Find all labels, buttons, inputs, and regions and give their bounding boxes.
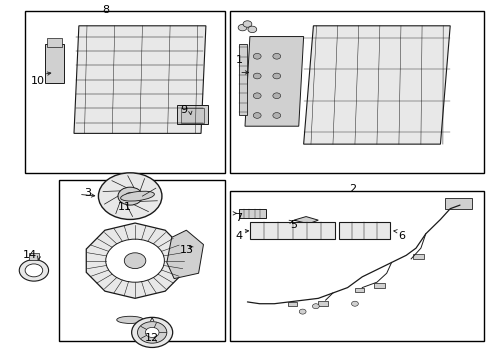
Text: 4: 4: [236, 231, 243, 240]
Circle shape: [124, 253, 146, 269]
Circle shape: [125, 193, 135, 200]
Circle shape: [253, 73, 261, 79]
Circle shape: [253, 113, 261, 118]
Text: 9: 9: [180, 105, 188, 115]
Bar: [318, 301, 328, 306]
Polygon shape: [245, 37, 304, 126]
Bar: [239, 209, 266, 218]
Ellipse shape: [121, 191, 154, 201]
Polygon shape: [304, 26, 450, 144]
Text: 1: 1: [236, 55, 243, 65]
Text: 2: 2: [349, 184, 356, 194]
Bar: [289, 302, 297, 306]
Circle shape: [98, 173, 162, 220]
Text: 11: 11: [118, 202, 132, 212]
Circle shape: [273, 53, 281, 59]
Circle shape: [248, 26, 257, 33]
Bar: [230, 12, 485, 173]
Circle shape: [273, 73, 281, 79]
Circle shape: [146, 327, 159, 337]
Ellipse shape: [117, 316, 144, 323]
Polygon shape: [86, 223, 184, 298]
Bar: [176, 105, 208, 125]
Bar: [47, 39, 62, 47]
Text: 13: 13: [179, 245, 194, 255]
Text: 14: 14: [23, 250, 37, 260]
Circle shape: [238, 24, 247, 31]
Circle shape: [299, 309, 306, 314]
Text: 8: 8: [102, 5, 109, 15]
Bar: [355, 288, 364, 292]
Circle shape: [253, 53, 261, 59]
Bar: [413, 253, 424, 258]
Bar: [25, 12, 225, 173]
Circle shape: [19, 260, 49, 281]
Circle shape: [273, 113, 281, 118]
Polygon shape: [294, 217, 318, 224]
Bar: [59, 180, 225, 341]
Circle shape: [253, 93, 261, 99]
Text: 5: 5: [291, 220, 297, 230]
Polygon shape: [74, 26, 206, 134]
Circle shape: [132, 318, 172, 347]
Polygon shape: [45, 44, 64, 83]
Circle shape: [25, 264, 43, 277]
Bar: [339, 222, 390, 239]
Text: 10: 10: [31, 76, 45, 86]
Text: 12: 12: [145, 333, 159, 343]
Bar: [445, 198, 472, 209]
Circle shape: [243, 21, 252, 27]
Text: 3: 3: [84, 188, 91, 198]
Polygon shape: [239, 44, 247, 116]
Text: 7: 7: [236, 213, 243, 222]
Circle shape: [138, 321, 167, 343]
Circle shape: [106, 239, 164, 282]
Bar: [180, 108, 204, 123]
Bar: [29, 253, 39, 260]
Circle shape: [273, 93, 281, 99]
Bar: [374, 283, 385, 288]
Bar: [250, 222, 335, 239]
Bar: [230, 191, 485, 341]
Circle shape: [118, 187, 143, 205]
Polygon shape: [167, 230, 203, 279]
Circle shape: [313, 304, 319, 309]
Circle shape: [351, 301, 358, 306]
Text: 6: 6: [398, 231, 405, 240]
